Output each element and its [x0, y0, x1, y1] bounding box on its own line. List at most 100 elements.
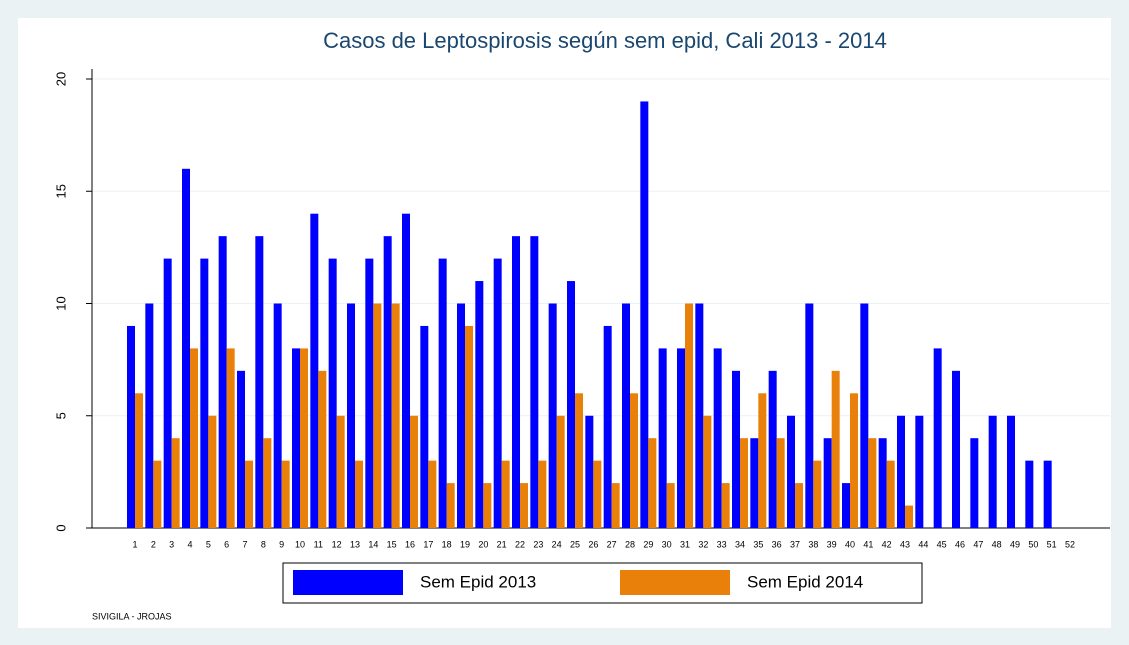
- bar: [273, 303, 282, 528]
- graph-region: [18, 18, 1111, 628]
- bar: [336, 415, 345, 528]
- x-tick-label: 2: [151, 539, 156, 549]
- bar: [548, 303, 557, 528]
- bar: [501, 460, 510, 528]
- bar: [905, 505, 913, 528]
- bar: [575, 393, 583, 528]
- bar: [318, 370, 327, 528]
- bar: [281, 460, 290, 528]
- bar: [520, 483, 528, 528]
- y-tick-label: 0: [53, 524, 68, 531]
- x-tick-label: 31: [680, 539, 690, 549]
- bar: [721, 483, 730, 528]
- bar: [292, 348, 300, 528]
- bar: [648, 438, 657, 528]
- bar: [171, 438, 180, 528]
- bar: [630, 393, 638, 528]
- x-tick-label: 37: [790, 539, 800, 549]
- bar: [538, 460, 547, 528]
- x-tick-label: 5: [206, 539, 211, 549]
- x-tick-label: 1: [132, 539, 137, 549]
- legend-label: Sem Epid 2014: [747, 572, 863, 591]
- bar: [758, 393, 767, 528]
- bar: [237, 370, 245, 528]
- bar: [402, 213, 410, 528]
- bar: [677, 348, 685, 528]
- bar: [218, 236, 227, 528]
- x-tick-label: 3: [169, 539, 174, 549]
- bar: [915, 415, 924, 528]
- bar: [787, 415, 795, 528]
- bar: [658, 348, 667, 528]
- x-tick-label: 43: [900, 539, 910, 549]
- x-tick-label: 18: [442, 539, 452, 549]
- x-tick-label: 32: [698, 539, 708, 549]
- bar: [768, 370, 777, 528]
- bar: [355, 460, 363, 528]
- x-tick-label: 49: [1010, 539, 1020, 549]
- legend-swatch: [620, 570, 730, 595]
- bar: [988, 415, 997, 528]
- bar: [593, 460, 602, 528]
- bar: [135, 393, 143, 528]
- x-tick-label: 21: [497, 539, 507, 549]
- bar: [263, 438, 272, 528]
- bar: [483, 483, 492, 528]
- x-tick-label: 24: [552, 539, 562, 549]
- bar: [831, 370, 840, 528]
- bar: [420, 325, 429, 528]
- x-tick-label: 47: [973, 539, 983, 549]
- bar: [556, 415, 565, 528]
- bar: [475, 281, 484, 528]
- x-tick-label: 33: [717, 539, 727, 549]
- y-tick-label: 10: [53, 296, 68, 310]
- x-tick-label: 20: [478, 539, 488, 549]
- x-tick-label: 19: [460, 539, 470, 549]
- bar: [410, 415, 418, 528]
- legend-swatch: [293, 570, 403, 595]
- bar: [713, 348, 722, 528]
- bar: [805, 303, 814, 528]
- bar: [182, 168, 190, 529]
- bar: [611, 483, 620, 528]
- x-tick-label: 48: [992, 539, 1002, 549]
- x-tick-label: 23: [533, 539, 543, 549]
- x-tick-label: 42: [882, 539, 892, 549]
- bar: [391, 303, 400, 528]
- bar: [428, 460, 437, 528]
- x-tick-label: 35: [753, 539, 763, 549]
- bar: [127, 325, 135, 528]
- bar: [603, 325, 612, 528]
- y-tick-label: 5: [53, 412, 68, 419]
- x-tick-label: 46: [955, 539, 965, 549]
- x-tick-label: 13: [350, 539, 360, 549]
- bar: [622, 303, 630, 528]
- x-tick-label: 38: [808, 539, 818, 549]
- bar: [860, 303, 869, 528]
- bar: [438, 258, 447, 528]
- bar: [567, 281, 575, 528]
- note: SIVIGILA - JROJAS: [92, 611, 172, 621]
- bar: [530, 236, 539, 528]
- bar: [732, 370, 740, 528]
- bar: [493, 258, 502, 528]
- bar: [245, 460, 253, 528]
- x-tick-label: 11: [314, 539, 323, 549]
- bar: [970, 438, 979, 528]
- bar: [823, 438, 832, 528]
- y-tick-label: 20: [53, 72, 68, 86]
- bar: [145, 303, 154, 528]
- bar: [685, 303, 693, 528]
- x-tick-label: 4: [187, 539, 192, 549]
- bar: [886, 460, 895, 528]
- bar: [1025, 460, 1034, 528]
- bar: [640, 101, 649, 528]
- bar: [585, 415, 594, 528]
- bar: [933, 348, 942, 528]
- y-tick-label: 15: [53, 184, 68, 198]
- chart-title: Casos de Leptospirosis según sem epid, C…: [323, 28, 887, 53]
- bar: [457, 303, 465, 528]
- bar: [446, 483, 455, 528]
- x-tick-label: 25: [570, 539, 580, 549]
